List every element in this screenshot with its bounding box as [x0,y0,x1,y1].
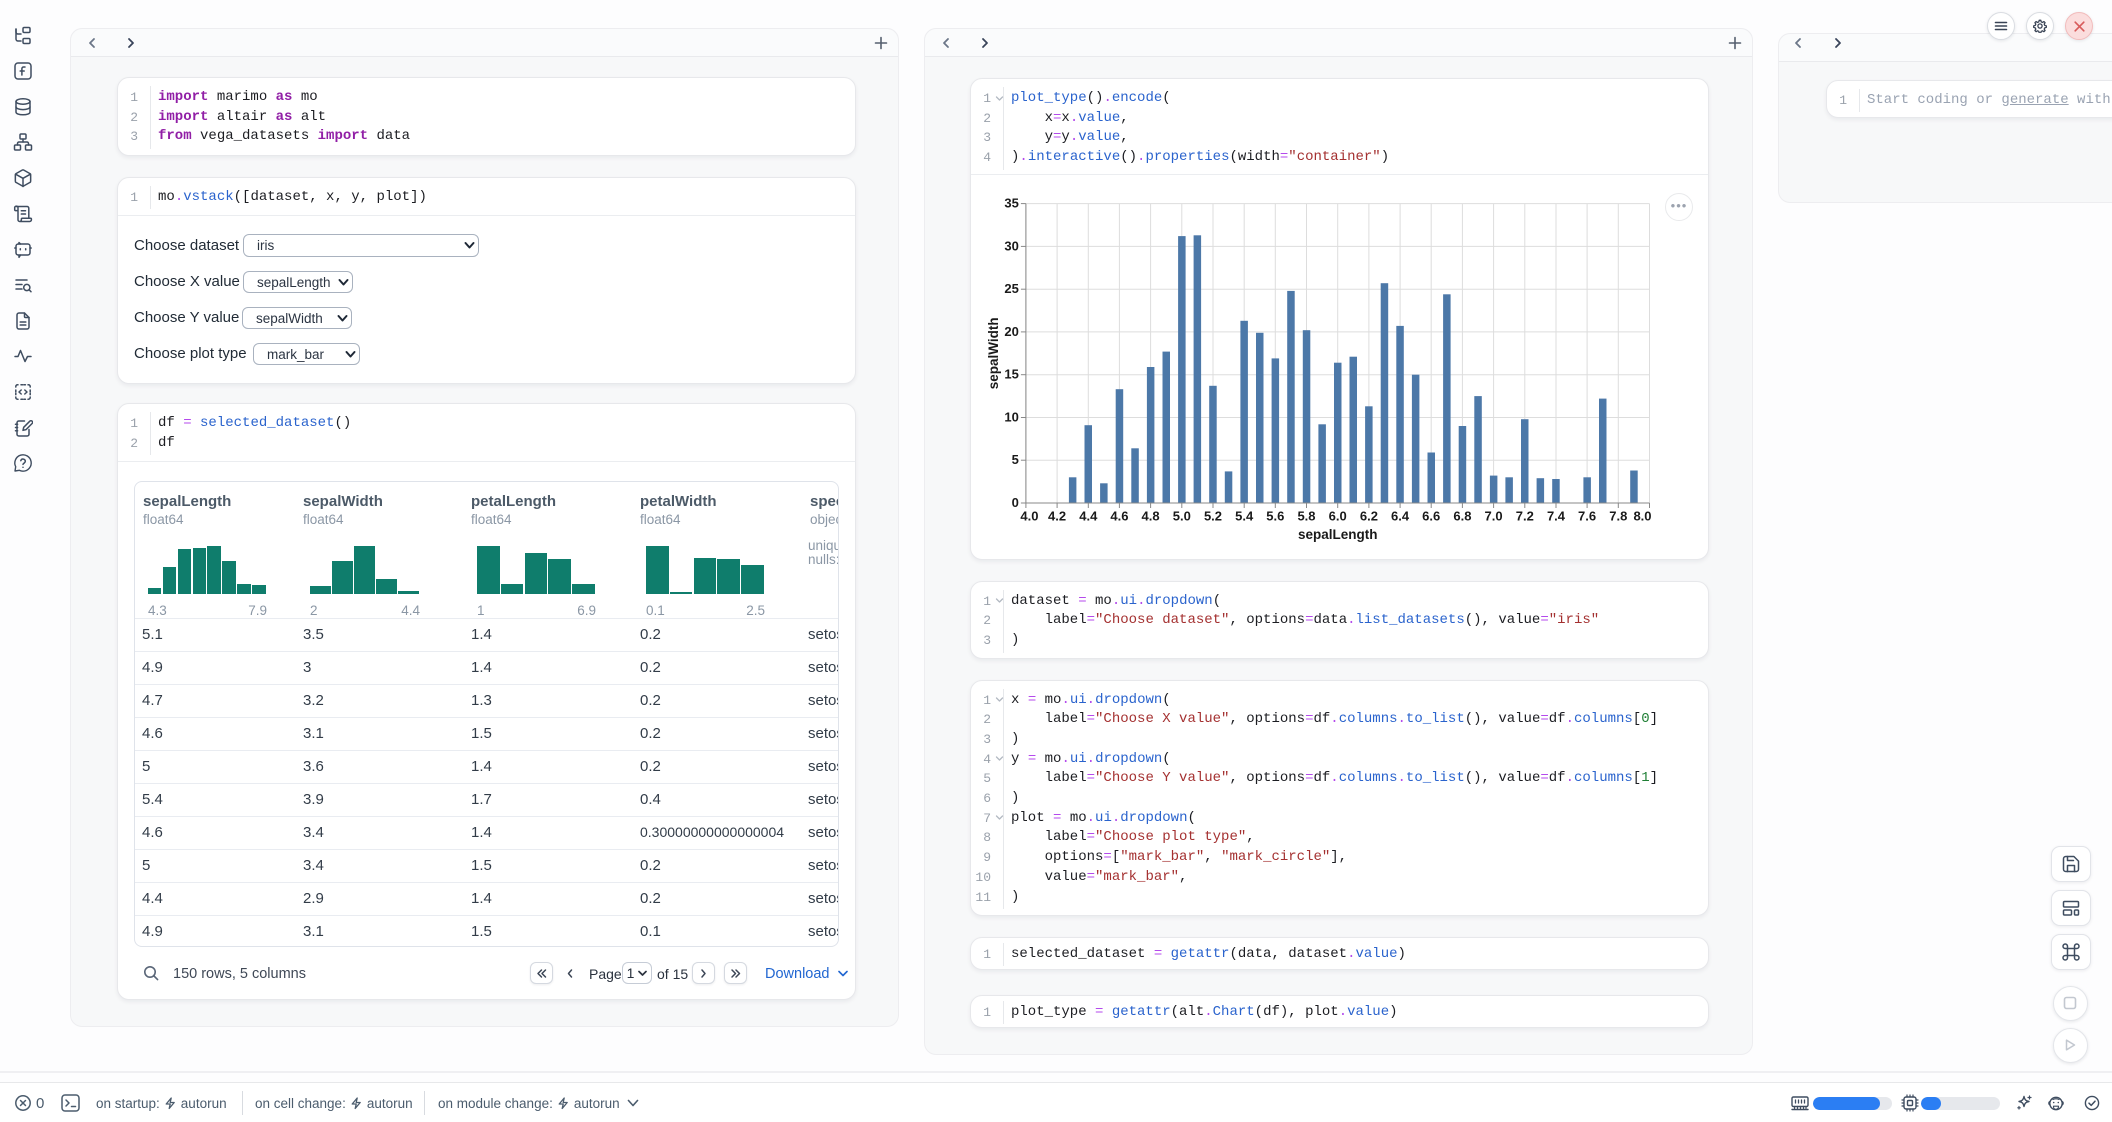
svg-text:5.8: 5.8 [1297,509,1315,524]
svg-text:4.2: 4.2 [1048,509,1066,524]
svg-text:5.4: 5.4 [1235,509,1254,524]
svg-text:30: 30 [1004,238,1018,253]
svg-text:6.8: 6.8 [1453,509,1471,524]
svg-text:7.2: 7.2 [1516,509,1534,524]
svg-text:5.2: 5.2 [1204,509,1222,524]
svg-text:4.4: 4.4 [1079,509,1098,524]
svg-text:25: 25 [1004,281,1018,296]
svg-text:sepalWidth: sepalWidth [986,317,1001,389]
svg-text:6.4: 6.4 [1391,509,1410,524]
svg-text:sepalLength: sepalLength [1298,527,1378,542]
svg-text:6.6: 6.6 [1422,509,1440,524]
svg-text:4.0: 4.0 [1020,509,1038,524]
svg-text:20: 20 [1004,324,1018,339]
svg-text:15: 15 [1004,367,1018,382]
svg-text:5.6: 5.6 [1266,509,1284,524]
svg-text:8.0: 8.0 [1633,509,1651,524]
svg-text:7.4: 7.4 [1547,509,1566,524]
svg-text:4.8: 4.8 [1142,509,1160,524]
svg-text:5: 5 [1012,452,1019,467]
svg-text:4.6: 4.6 [1110,509,1128,524]
svg-text:7.8: 7.8 [1609,509,1627,524]
svg-text:0: 0 [1012,495,1019,510]
svg-text:35: 35 [1004,196,1018,211]
svg-text:6.2: 6.2 [1360,509,1378,524]
svg-text:10: 10 [1004,410,1018,425]
svg-text:7.0: 7.0 [1485,509,1503,524]
svg-text:7.6: 7.6 [1578,509,1596,524]
svg-text:6.0: 6.0 [1329,509,1347,524]
svg-text:5.0: 5.0 [1173,509,1191,524]
